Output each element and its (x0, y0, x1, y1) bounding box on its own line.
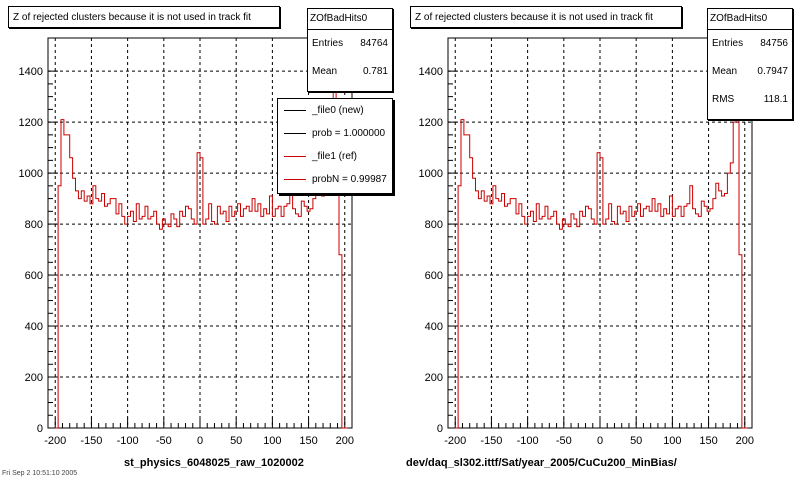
legend: _file0 (new) prob = 1.000000 _file1 (ref… (277, 98, 393, 194)
y-tick-label: 400 (25, 321, 43, 333)
y-tick-label: 600 (25, 270, 43, 282)
legend-swatch (284, 110, 306, 111)
x-tick-label: 0 (597, 435, 603, 447)
y-tick-label: 200 (425, 372, 443, 384)
stats-name: ZOfBadHits0 (708, 9, 792, 30)
x-tick-label: -150 (480, 435, 502, 447)
x-tick-label: -100 (117, 435, 139, 447)
stats-rms-value: 118.1 (763, 94, 788, 105)
y-tick-label: 0 (437, 423, 443, 435)
x-tick-label: -50 (156, 435, 172, 447)
y-tick-label: 800 (425, 219, 443, 231)
legend-label: _file1 (ref) (312, 151, 358, 162)
stats-box: ZOfBadHits0 Entries 84756 Mean 0.7947 RM… (707, 8, 793, 120)
legend-swatch (284, 133, 306, 134)
x-axis-label: st_physics_6048025_raw_1020002 (124, 457, 304, 469)
y-tick-label: 0 (37, 423, 43, 435)
stats-mean-label: Mean (712, 66, 738, 77)
x-tick-label: 150 (299, 435, 317, 447)
y-tick-label: 1200 (19, 117, 43, 129)
y-tick-label: 400 (425, 321, 443, 333)
legend-entry: prob = 1.000000 (278, 122, 392, 145)
y-tick-label: 200 (25, 372, 43, 384)
x-tick-label: -200 (44, 435, 66, 447)
x-tick-label: -50 (556, 435, 572, 447)
histogram-title: Z of rejected clusters because it is not… (410, 6, 682, 28)
legend-label: probN = 0.99987 (312, 174, 387, 185)
x-tick-label: 200 (736, 435, 754, 447)
x-tick-label: 100 (263, 435, 281, 447)
stats-entries-value: 84756 (760, 38, 788, 49)
y-tick-label: 1400 (419, 66, 443, 78)
histogram-series (455, 111, 748, 429)
legend-label: prob = 1.000000 (312, 128, 386, 139)
x-tick-label: 200 (336, 435, 354, 447)
histogram-pad-right: 0 200 400 600 800 1000 1200 1400 -200 -150 -100 -50… (400, 0, 800, 480)
stats-mean-value: 0.781 (362, 66, 388, 77)
x-tick-label: 150 (699, 435, 717, 447)
x-tick-label: -200 (444, 435, 466, 447)
x-tick-label: 0 (197, 435, 203, 447)
x-axis-label: dev/daq_sl302.ittf/Sat/year_2005/CuCu200… (406, 457, 677, 469)
stats-entries-label: Entries (312, 38, 344, 49)
histogram-pad-left: 0 200 400 600 800 1000 1200 1400 -200 -150 -100 -50… (8, 6, 393, 469)
legend-swatch (284, 156, 306, 157)
stats-name: ZOfBadHits0 (308, 9, 392, 30)
footer-timestamp: Fri Sep 2 10:51:10 2005 (2, 470, 78, 477)
legend-entry: probN = 0.99987 (278, 168, 392, 191)
legend-label: _file0 (new) (312, 105, 364, 116)
legend-entry: _file0 (new) (278, 99, 392, 122)
y-tick-label: 1400 (19, 66, 43, 78)
stats-entries-label: Entries (712, 38, 744, 49)
legend-swatch (284, 179, 306, 180)
histogram-series (55, 57, 348, 429)
stats-box: ZOfBadHits0 Entries 84764 Mean 0.781 (307, 8, 393, 92)
y-tick-label: 1000 (419, 168, 443, 180)
stats-rms-label: RMS (712, 94, 735, 105)
y-tick-label: 1200 (419, 117, 443, 129)
y-tick-label: 1000 (19, 168, 43, 180)
x-tick-label: 50 (230, 435, 242, 447)
x-tick-label: -100 (517, 435, 539, 447)
histogram-title: Z of rejected clusters because it is not… (8, 6, 280, 28)
stats-entries-value: 84764 (360, 38, 388, 49)
x-tick-label: -150 (80, 435, 102, 447)
y-tick-label: 800 (25, 219, 43, 231)
y-tick-label: 600 (425, 270, 443, 282)
legend-entry: _file1 (ref) (278, 145, 392, 168)
x-tick-label: 100 (663, 435, 681, 447)
stats-mean-value: 0.7947 (757, 66, 788, 77)
x-tick-label: 50 (630, 435, 642, 447)
stats-mean-label: Mean (312, 66, 338, 77)
